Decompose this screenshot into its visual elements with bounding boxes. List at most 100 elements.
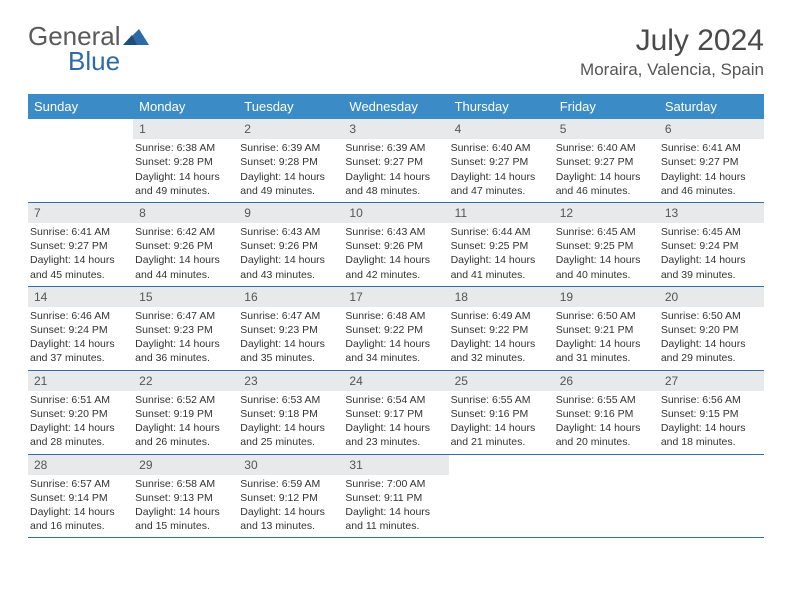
day-body: Sunrise: 6:57 AMSunset: 9:14 PMDaylight:… <box>28 477 133 534</box>
day-cell: 6Sunrise: 6:41 AMSunset: 9:27 PMDaylight… <box>659 119 764 202</box>
daylight-text: Daylight: 14 hours and 13 minutes. <box>240 505 339 533</box>
day-cell: 13Sunrise: 6:45 AMSunset: 9:24 PMDayligh… <box>659 203 764 286</box>
sunset-text: Sunset: 9:27 PM <box>451 155 550 169</box>
day-body: Sunrise: 6:55 AMSunset: 9:16 PMDaylight:… <box>554 393 659 450</box>
month-title: July 2024 <box>580 24 764 58</box>
daylight-text: Daylight: 14 hours and 28 minutes. <box>30 421 129 449</box>
day-cell: 30Sunrise: 6:59 AMSunset: 9:12 PMDayligh… <box>238 455 343 538</box>
sunrise-text: Sunrise: 6:38 AM <box>135 141 234 155</box>
sunset-text: Sunset: 9:16 PM <box>451 407 550 421</box>
day-number: 30 <box>238 455 343 475</box>
sunrise-text: Sunrise: 6:44 AM <box>451 225 550 239</box>
day-cell <box>659 455 764 538</box>
daylight-text: Daylight: 14 hours and 31 minutes. <box>556 337 655 365</box>
sunset-text: Sunset: 9:13 PM <box>135 491 234 505</box>
sunset-text: Sunset: 9:26 PM <box>135 239 234 253</box>
day-cell <box>28 119 133 202</box>
day-cell <box>554 455 659 538</box>
daylight-text: Daylight: 14 hours and 23 minutes. <box>345 421 444 449</box>
day-number: 22 <box>133 371 238 391</box>
sunset-text: Sunset: 9:18 PM <box>240 407 339 421</box>
day-cell: 25Sunrise: 6:55 AMSunset: 9:16 PMDayligh… <box>449 371 554 454</box>
day-cell: 26Sunrise: 6:55 AMSunset: 9:16 PMDayligh… <box>554 371 659 454</box>
daylight-text: Daylight: 14 hours and 46 minutes. <box>556 170 655 198</box>
sunset-text: Sunset: 9:26 PM <box>345 239 444 253</box>
day-cell: 1 Sunrise: 6:38 AMSunset: 9:28 PMDaylight… <box>133 119 238 202</box>
sunset-text: Sunset: 9:28 PM <box>135 155 234 169</box>
daylight-text: Daylight: 14 hours and 26 minutes. <box>135 421 234 449</box>
week-row: 21Sunrise: 6:51 AMSunset: 9:20 PMDayligh… <box>28 371 764 455</box>
day-body: Sunrise: 6:53 AMSunset: 9:18 PMDaylight:… <box>238 393 343 450</box>
sunrise-text: Sunrise: 6:59 AM <box>240 477 339 491</box>
day-number: 31 <box>343 455 448 475</box>
day-cell: 28Sunrise: 6:57 AMSunset: 9:14 PMDayligh… <box>28 455 133 538</box>
day-body: Sunrise: 6:54 AMSunset: 9:17 PMDaylight:… <box>343 393 448 450</box>
sunset-text: Sunset: 9:27 PM <box>661 155 760 169</box>
daylight-text: Daylight: 14 hours and 25 minutes. <box>240 421 339 449</box>
sunset-text: Sunset: 9:27 PM <box>345 155 444 169</box>
sunrise-text: Sunrise: 6:46 AM <box>30 309 129 323</box>
day-number: 20 <box>659 287 764 307</box>
day-body: Sunrise: 6:43 AMSunset: 9:26 PMDaylight:… <box>238 225 343 282</box>
day-number: 16 <box>238 287 343 307</box>
sunset-text: Sunset: 9:23 PM <box>240 323 339 337</box>
sunset-text: Sunset: 9:26 PM <box>240 239 339 253</box>
weekday-monday: Monday <box>133 94 238 119</box>
day-number: 5 <box>554 119 659 139</box>
sunset-text: Sunset: 9:23 PM <box>135 323 234 337</box>
sunrise-text: Sunrise: 6:43 AM <box>345 225 444 239</box>
sunrise-text: Sunrise: 6:39 AM <box>240 141 339 155</box>
day-body: Sunrise: 6:50 AMSunset: 9:21 PMDaylight:… <box>554 309 659 366</box>
day-number: 13 <box>659 203 764 223</box>
day-body: Sunrise: 7:00 AMSunset: 9:11 PMDaylight:… <box>343 477 448 534</box>
day-cell: 14Sunrise: 6:46 AMSunset: 9:24 PMDayligh… <box>28 287 133 370</box>
sunrise-text: Sunrise: 6:43 AM <box>240 225 339 239</box>
sunset-text: Sunset: 9:20 PM <box>30 407 129 421</box>
day-body: Sunrise: 6:42 AMSunset: 9:26 PMDaylight:… <box>133 225 238 282</box>
day-number: 11 <box>449 203 554 223</box>
sunset-text: Sunset: 9:24 PM <box>661 239 760 253</box>
daylight-text: Daylight: 14 hours and 36 minutes. <box>135 337 234 365</box>
day-cell: 12Sunrise: 6:45 AMSunset: 9:25 PMDayligh… <box>554 203 659 286</box>
day-body: Sunrise: 6:58 AMSunset: 9:13 PMDaylight:… <box>133 477 238 534</box>
sunrise-text: Sunrise: 6:40 AM <box>451 141 550 155</box>
daylight-text: Daylight: 14 hours and 35 minutes. <box>240 337 339 365</box>
weekday-wednesday: Wednesday <box>343 94 448 119</box>
sunrise-text: Sunrise: 6:41 AM <box>30 225 129 239</box>
daylight-text: Daylight: 14 hours and 16 minutes. <box>30 505 129 533</box>
day-cell: 19Sunrise: 6:50 AMSunset: 9:21 PMDayligh… <box>554 287 659 370</box>
daylight-text: Daylight: 14 hours and 15 minutes. <box>135 505 234 533</box>
sunset-text: Sunset: 9:17 PM <box>345 407 444 421</box>
daylight-text: Daylight: 14 hours and 44 minutes. <box>135 253 234 281</box>
sunrise-text: Sunrise: 6:47 AM <box>135 309 234 323</box>
sunrise-text: Sunrise: 6:47 AM <box>240 309 339 323</box>
sunrise-text: Sunrise: 6:45 AM <box>661 225 760 239</box>
day-number: 24 <box>343 371 448 391</box>
day-number: 2 <box>238 119 343 139</box>
day-number: 1 <box>133 119 238 139</box>
week-row: 28Sunrise: 6:57 AMSunset: 9:14 PMDayligh… <box>28 455 764 539</box>
daylight-text: Daylight: 14 hours and 34 minutes. <box>345 337 444 365</box>
sunrise-text: Sunrise: 6:45 AM <box>556 225 655 239</box>
day-cell: 29Sunrise: 6:58 AMSunset: 9:13 PMDayligh… <box>133 455 238 538</box>
day-body: Sunrise: 6:40 AMSunset: 9:27 PMDaylight:… <box>449 141 554 198</box>
daylight-text: Daylight: 14 hours and 49 minutes. <box>135 170 234 198</box>
day-cell: 24Sunrise: 6:54 AMSunset: 9:17 PMDayligh… <box>343 371 448 454</box>
day-body: Sunrise: 6:39 AMSunset: 9:28 PMDaylight:… <box>238 141 343 198</box>
day-number: 6 <box>659 119 764 139</box>
day-number: 14 <box>28 287 133 307</box>
day-body: Sunrise: 6:55 AMSunset: 9:16 PMDaylight:… <box>449 393 554 450</box>
day-cell: 3Sunrise: 6:39 AMSunset: 9:27 PMDaylight… <box>343 119 448 202</box>
location-text: Moraira, Valencia, Spain <box>580 60 764 80</box>
sunrise-text: Sunrise: 6:42 AM <box>135 225 234 239</box>
day-cell: 16 Sunrise: 6:47 AMSunset: 9:23 PMDayligh… <box>238 287 343 370</box>
day-cell: 10Sunrise: 6:43 AMSunset: 9:26 PMDayligh… <box>343 203 448 286</box>
daylight-text: Daylight: 14 hours and 43 minutes. <box>240 253 339 281</box>
day-body: Sunrise: 6:51 AMSunset: 9:20 PMDaylight:… <box>28 393 133 450</box>
day-cell: 23Sunrise: 6:53 AMSunset: 9:18 PMDayligh… <box>238 371 343 454</box>
day-cell: 21Sunrise: 6:51 AMSunset: 9:20 PMDayligh… <box>28 371 133 454</box>
sunset-text: Sunset: 9:19 PM <box>135 407 234 421</box>
day-cell: 31Sunrise: 7:00 AMSunset: 9:11 PMDayligh… <box>343 455 448 538</box>
day-number: 7 <box>28 203 133 223</box>
title-block: July 2024 Moraira, Valencia, Spain <box>580 24 764 80</box>
